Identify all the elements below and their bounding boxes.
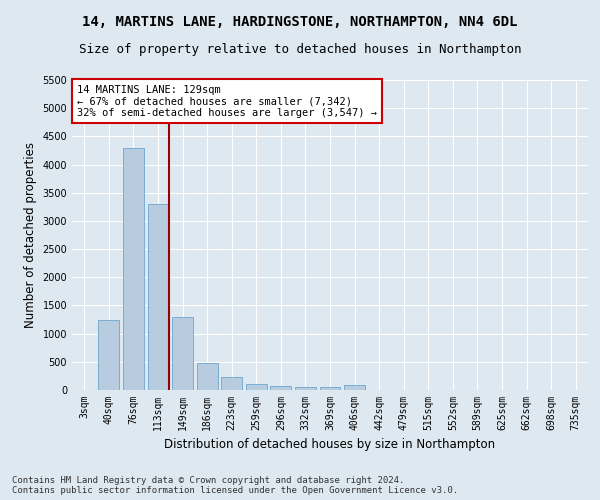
Text: Contains HM Land Registry data © Crown copyright and database right 2024.
Contai: Contains HM Land Registry data © Crown c… xyxy=(12,476,458,495)
Bar xyxy=(123,148,144,390)
Bar xyxy=(148,204,169,390)
Bar xyxy=(246,384,267,390)
Bar xyxy=(295,386,316,390)
Bar xyxy=(98,320,119,390)
Bar xyxy=(320,387,340,390)
Text: 14, MARTINS LANE, HARDINGSTONE, NORTHAMPTON, NN4 6DL: 14, MARTINS LANE, HARDINGSTONE, NORTHAMP… xyxy=(82,15,518,29)
Bar xyxy=(172,316,193,390)
X-axis label: Distribution of detached houses by size in Northampton: Distribution of detached houses by size … xyxy=(164,438,496,452)
Bar xyxy=(344,386,365,390)
Bar xyxy=(221,377,242,390)
Text: Size of property relative to detached houses in Northampton: Size of property relative to detached ho… xyxy=(79,42,521,56)
Y-axis label: Number of detached properties: Number of detached properties xyxy=(24,142,37,328)
Text: 14 MARTINS LANE: 129sqm
← 67% of detached houses are smaller (7,342)
32% of semi: 14 MARTINS LANE: 129sqm ← 67% of detache… xyxy=(77,84,377,118)
Bar xyxy=(271,386,292,390)
Bar xyxy=(197,363,218,390)
